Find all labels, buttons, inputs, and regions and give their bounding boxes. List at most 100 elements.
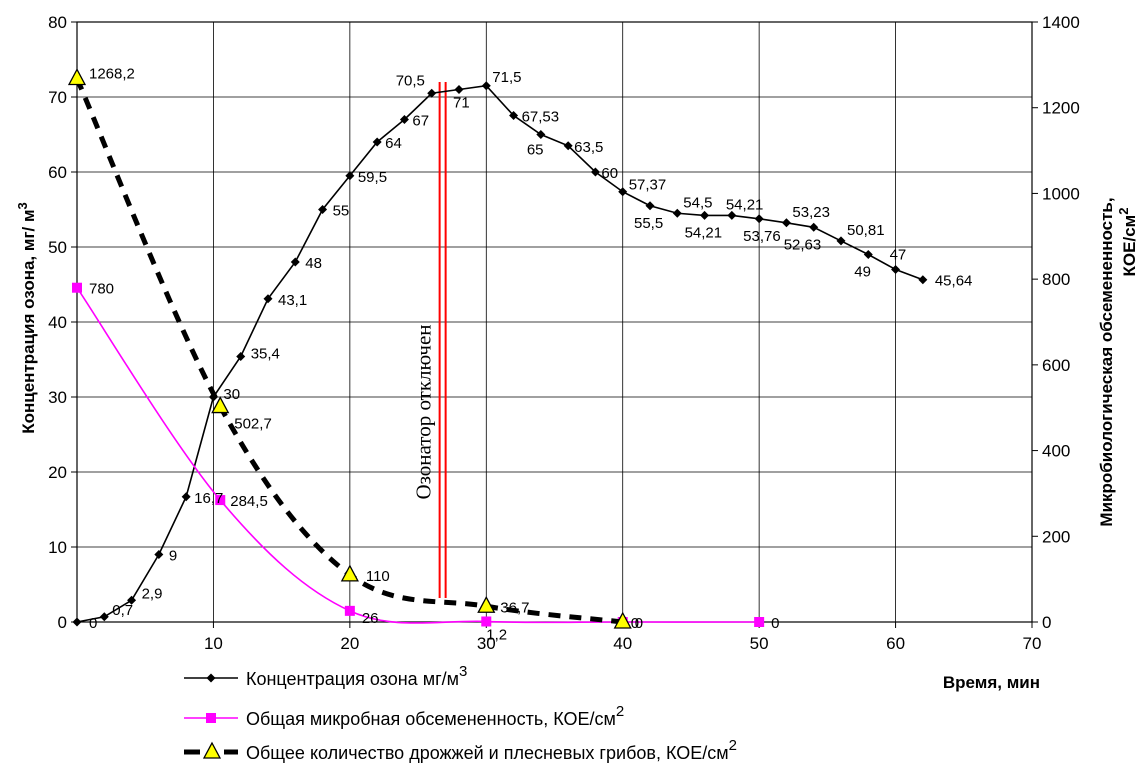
y-left-tick-label: 30 [48, 388, 67, 407]
legend: Концентрация озона мг/м3 Общая микробная … [184, 663, 737, 763]
series-0-point [290, 257, 300, 267]
series-0-point [99, 612, 109, 622]
y-right-axis-title-line2: КОЕ/см2 [1116, 208, 1139, 277]
series-0-point [509, 111, 519, 121]
series-0-data-label: 67,53 [522, 109, 560, 126]
series-0-data-label: 63,5 [574, 139, 603, 156]
y-right-tick-label: 1000 [1042, 184, 1080, 203]
series-0-data-label: 48 [305, 255, 322, 272]
gridlines [77, 22, 1032, 622]
y-left-tick-label: 50 [48, 238, 67, 257]
series-line-0 [76, 84, 924, 623]
series-0-data-label: 55 [333, 203, 350, 220]
legend-entry-label: Концентрация озона мг/м3 [246, 663, 467, 689]
y-right-tick-label: 1200 [1042, 99, 1080, 118]
series-0-data-label: 57,37 [629, 177, 667, 194]
series-0-point [372, 137, 382, 147]
y-left-axis-title-sup: 3 [15, 202, 30, 209]
legend-entry-text: Общее количество дрожжей и плесневых гри… [246, 743, 729, 763]
series-0-data-label: 64 [385, 135, 402, 152]
series-0-data-label: 35,4 [251, 346, 280, 363]
ozonator-off-label: Озонатор отключен [412, 324, 436, 499]
series-0-data-label: 45,64 [935, 273, 973, 290]
series-2-point [477, 595, 496, 613]
series-0-point [345, 171, 355, 181]
y-right-axis-title-line2-text: КОЕ/см [1120, 215, 1139, 277]
legend-entry-sup: 2 [729, 737, 737, 754]
series-0-point [645, 201, 655, 211]
series-0-data-label: 65 [527, 142, 544, 159]
series-2-point [613, 611, 632, 629]
y-left-tick-label: 60 [48, 163, 67, 182]
x-tick-label: 60 [886, 634, 905, 653]
series-0-data-label: 71,5 [492, 69, 521, 86]
y-right-tick-label: 0 [1042, 613, 1051, 632]
series-2-data-label: 502,7 [234, 416, 272, 433]
legend-entry-label: Общее количество дрожжей и плесневых гри… [246, 737, 737, 763]
series-0-data-label: 53,23 [792, 204, 830, 221]
series-2-data-label: 36,7 [500, 599, 529, 616]
series-0-point [727, 210, 737, 220]
series-0-point [891, 265, 901, 274]
series-0-point [399, 115, 409, 124]
series-2-point [340, 564, 359, 582]
series-0-point [918, 275, 928, 285]
ozonator-off-annotation: Озонатор отключен [412, 82, 447, 598]
series-0-data-label: 59,5 [358, 169, 387, 186]
series-1-point [754, 617, 765, 627]
y-left-tick-label: 20 [48, 463, 67, 482]
series-1-point [72, 282, 82, 293]
series-0-data-label: 9 [169, 548, 177, 565]
legend-entry-text: Общая микробная обсемененность, КОЕ/см [246, 709, 616, 729]
series-0-point [127, 595, 137, 605]
series-0-data-label: 67 [412, 113, 429, 130]
series-0-point [618, 187, 628, 197]
series-0-point [863, 250, 873, 259]
y-left-tick-label: 40 [48, 313, 67, 332]
series-1-data-label: 0 [635, 615, 643, 632]
series-0-data-label: 47 [890, 247, 907, 264]
series-0-data-label: 0,7 [112, 602, 133, 619]
series-0-data-label: 54,21 [685, 224, 723, 241]
series-1-data-label: 26 [362, 610, 379, 627]
legend-marker [202, 741, 222, 759]
x-tick-label: 70 [1023, 634, 1042, 653]
series-0-data-label: 16,7 [194, 490, 223, 507]
series-0-point [236, 352, 246, 361]
y-left-tick-label: 0 [58, 613, 67, 632]
series-0-data-label: 54,5 [683, 194, 712, 211]
y-right-tick-label: 800 [1042, 270, 1070, 289]
legend-marker [206, 713, 216, 723]
series-0-data-label: 54,21 [726, 196, 764, 213]
series-1-point [481, 616, 492, 627]
series-0-point [672, 208, 682, 218]
y-right-tick-label: 400 [1042, 442, 1070, 461]
y-right-tick-label: 1400 [1042, 13, 1080, 32]
y-right-axis-title-sup: 2 [1116, 208, 1131, 215]
series-2-data-label: 0 [631, 615, 639, 632]
legend-entry-sup: 3 [459, 663, 467, 680]
legend-entry-label: Общая микробная обсемененность, КОЕ/см2 [246, 703, 624, 729]
legend-entry-sup: 2 [616, 703, 624, 720]
series-0-point [454, 85, 464, 94]
series-0-data-label: 50,81 [847, 222, 885, 239]
y-left-axis-title-text: Концентрация озона, мг/ м [19, 209, 38, 433]
y-left-tick-label: 10 [48, 538, 67, 557]
series-0-point [754, 214, 764, 224]
x-tick-label: 50 [750, 634, 769, 653]
series-0-point [536, 130, 546, 139]
series-0-point [427, 88, 437, 98]
series-layer [67, 68, 928, 629]
series-1-data-label: 780 [89, 281, 114, 298]
series-0-point [181, 492, 191, 502]
series-0-point [700, 210, 710, 220]
series-0-point [72, 617, 82, 627]
series-1-data-label: 0 [771, 615, 779, 632]
x-tick-label: 30 [477, 634, 496, 653]
series-1-point [215, 495, 226, 506]
series-0-point [809, 222, 819, 232]
legend-entry-text: Концентрация озона мг/м [246, 669, 459, 689]
series-1-data-label: 1,2 [486, 626, 507, 643]
series-0-point [563, 141, 573, 151]
